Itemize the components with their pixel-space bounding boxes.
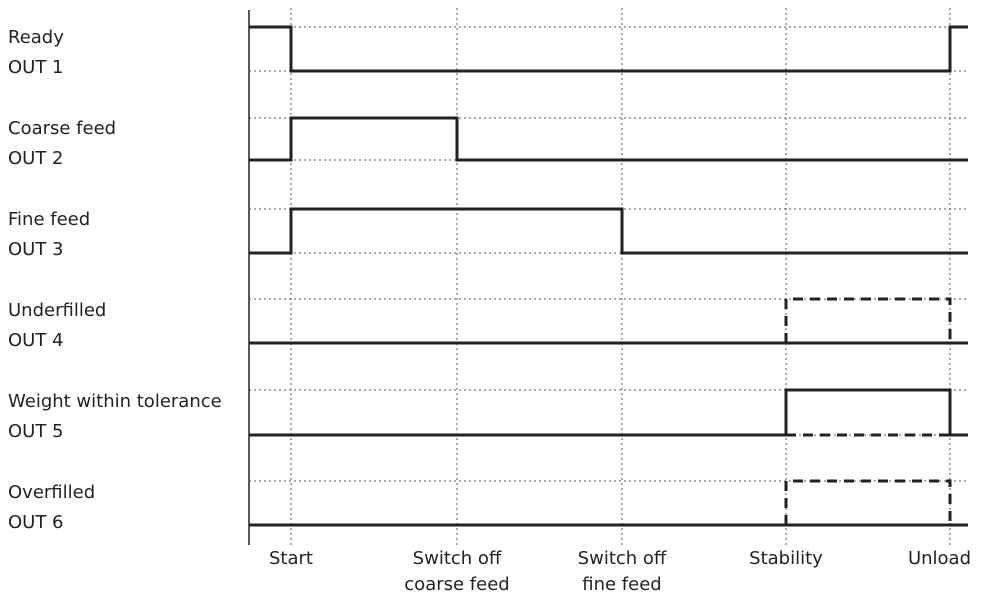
event-start-label: Start (269, 548, 313, 569)
waveform-out5 (249, 388, 968, 437)
event-switch-off-coarse-line1: Switch off (413, 548, 502, 569)
signal-output-out4: OUT 4 (8, 330, 64, 351)
conditional-pulse-out4 (784, 297, 952, 343)
signal-name-fine-feed: Fine feed (8, 209, 90, 230)
signal-output-out5: OUT 5 (8, 421, 64, 442)
signal-name-weight-within-tolerance: Weight within tolerance (8, 391, 222, 412)
signal-name-coarse-feed: Coarse feed (8, 118, 116, 139)
event-switch-off-coarse-line2: coarse feed (404, 574, 509, 595)
event-unload-label: Unload (908, 548, 971, 569)
signal-name-underfilled: Underfilled (8, 300, 106, 321)
signal-name-ready: Ready (8, 27, 64, 48)
waveform-out1 (249, 25, 968, 73)
signal-output-out1: OUT 1 (8, 57, 64, 78)
event-switch-off-fine-line1: Switch off (578, 548, 667, 569)
signal-output-out3: OUT 3 (8, 239, 64, 260)
event-switch-off-fine-line2: fine feed (582, 574, 661, 595)
signal-output-out6: OUT 6 (8, 512, 64, 533)
signal-name-overfilled: Overfilled (8, 482, 95, 503)
event-stability-label: Stability (749, 548, 823, 569)
conditional-pulse-out6 (784, 479, 952, 525)
waveform-out3 (249, 207, 968, 255)
signal-output-out2: OUT 2 (8, 148, 64, 169)
waveform-out2 (249, 116, 968, 162)
